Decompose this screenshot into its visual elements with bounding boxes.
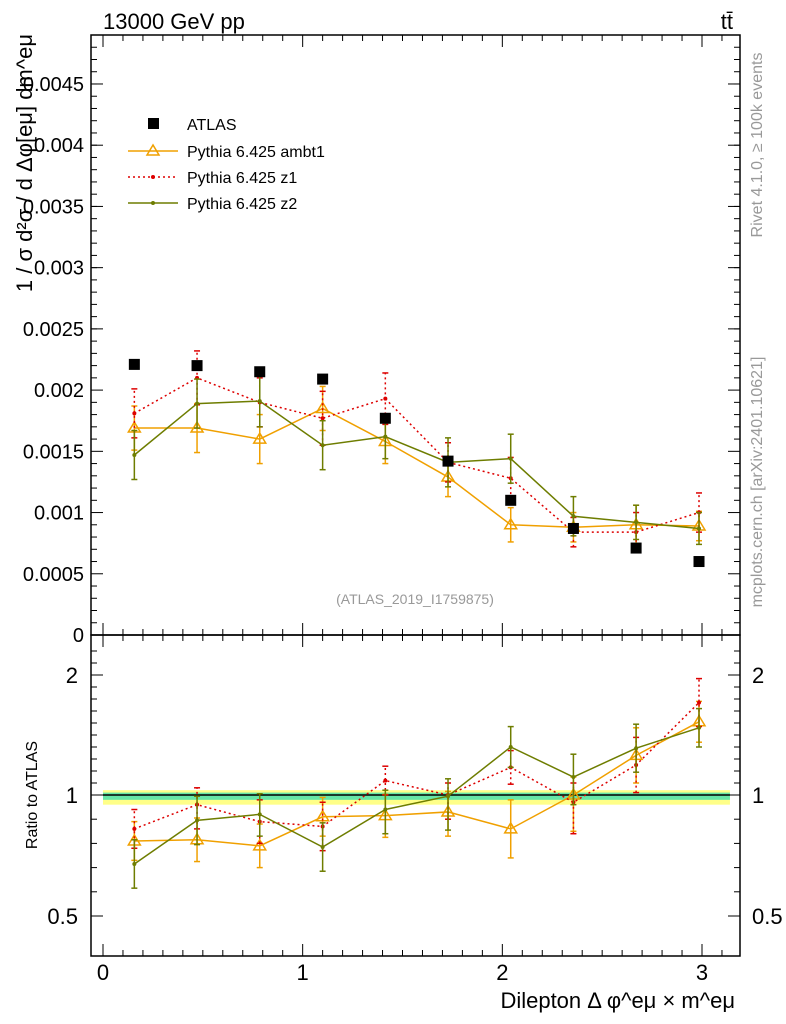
- data-point-atlas: [191, 360, 203, 372]
- ratio-ytick-label: 0.5: [47, 904, 78, 929]
- legend-z2-marker: [151, 201, 155, 205]
- data-point-atlas: [317, 373, 329, 385]
- header-right-label: tt̄: [721, 9, 733, 34]
- ratio-point-triangle: [315, 809, 330, 822]
- header-left-label: 13000 GeV pp: [103, 9, 245, 34]
- data-point-atlas: [379, 412, 391, 424]
- ratio-plot-panel: 0.5 0.5 1 1 2 2 0 1 2 3 Ratio to ATLAS Dilepton Δ…: [24, 634, 783, 1013]
- main-ytick-label: 0.0025: [23, 319, 84, 341]
- ratio-ytick-label: 1: [66, 783, 78, 808]
- legend-atlas-marker: [148, 118, 159, 129]
- legend-atlas-label: ATLAS: [187, 117, 237, 134]
- main-ytick-label: 0.001: [34, 503, 84, 525]
- ratio-ytick-label-right: 0.5: [752, 904, 783, 929]
- main-ytick-label: 0.002: [34, 380, 84, 402]
- data-point-atlas: [567, 522, 579, 534]
- ratio-point-dot: [320, 845, 325, 850]
- main-ytick-label: 0.0015: [23, 441, 84, 463]
- data-point-triangle: [189, 420, 205, 433]
- ratio-point-dot: [634, 746, 639, 751]
- main-plot-panel: 0 0.0005 0.001 0.0015 0.002 0.0025 0.003 0.0035…: [12, 34, 741, 647]
- data-point-atlas: [693, 556, 705, 568]
- ratio-axis-ticks: 0.5 0.5 1 1 2 2 0 1 2 3: [47, 635, 783, 985]
- x-tick-label: 2: [496, 960, 508, 985]
- ratio-y-axis-label: Ratio to ATLAS: [24, 741, 41, 849]
- x-axis-label: Dilepton Δ φ^eμ × m^eμ: [500, 988, 735, 1013]
- ratio-point-dot: [508, 745, 513, 749]
- data-point-dot: [508, 456, 513, 461]
- ratio-point-dot: [195, 818, 200, 823]
- main-ytick-label: 0.003: [34, 258, 84, 280]
- ratio-point-dot: [383, 778, 388, 783]
- data-point-dot: [571, 514, 576, 519]
- data-point-atlas: [505, 494, 517, 506]
- x-tick-label: 1: [297, 960, 309, 985]
- legend-z2-label: Pythia 6.425 z2: [187, 196, 297, 213]
- ratio-line-pythia-6.425-z1: [134, 702, 700, 830]
- data-point-atlas: [128, 358, 140, 370]
- ratio-line-pythia-6.425-z2: [133, 727, 700, 865]
- ratio-ytick-label-right: 2: [752, 663, 764, 688]
- legend: ATLAS Pythia 6.425 ambt1 Pythia 6.425 z1…: [128, 117, 325, 213]
- data-point-dot: [132, 411, 137, 416]
- data-point-dot: [697, 526, 702, 531]
- mcplots-label: mcplots.cern.ch [arXiv:2401.10621]: [749, 357, 766, 608]
- ratio-plot-frame: [90, 634, 741, 957]
- data-point-dot: [383, 396, 388, 401]
- series-line-pythia-6.425-z1: [133, 377, 700, 533]
- data-point-atlas: [630, 542, 642, 554]
- legend-z1-label: Pythia 6.425 z1: [187, 170, 297, 187]
- data-point-dot: [383, 434, 388, 439]
- data-point-dot: [634, 520, 639, 525]
- data-point-triangle: [315, 401, 330, 414]
- main-ytick-label: 0.004: [34, 135, 84, 157]
- data-point-dot: [132, 453, 137, 457]
- main-axis-ticks: 0 0.0005 0.001 0.0015 0.002 0.0025 0.003 0.0035…: [23, 35, 740, 647]
- x-tick-label: 0: [97, 960, 109, 985]
- ratio-point-triangle: [252, 838, 268, 851]
- legend-z1-marker: [151, 175, 155, 179]
- legend-ambt1-marker: [145, 143, 161, 156]
- analysis-watermark: (ATLAS_2019_I1759875): [336, 591, 494, 607]
- ratio-ytick-label: 2: [66, 663, 78, 688]
- main-ytick-label: 0.0035: [23, 196, 84, 218]
- series-line-pythia-6.425-ambt1: [134, 407, 700, 528]
- ratio-point-dot: [571, 775, 576, 779]
- data-point-dot: [257, 399, 262, 404]
- legend-ambt1-label: Pythia 6.425 ambt1: [187, 144, 325, 161]
- data-point-atlas: [254, 366, 266, 378]
- main-series-layer: [127, 350, 707, 568]
- ratio-point-triangle: [503, 821, 519, 834]
- ratio-point-dot: [257, 812, 262, 817]
- ratio-band-inner: [103, 792, 730, 800]
- data-point-atlas: [442, 455, 454, 467]
- ratio-point-dot: [697, 700, 702, 705]
- ratio-point-dot: [132, 826, 137, 831]
- ratio-point-dot: [697, 725, 702, 730]
- rivet-version-label: Rivet 4.1.0, ≥ 100k events: [749, 53, 766, 238]
- data-point-dot: [320, 416, 325, 421]
- main-ytick-label: 0.0045: [23, 74, 84, 96]
- ratio-series-layer: [127, 677, 707, 889]
- x-tick-label: 3: [696, 960, 708, 985]
- data-point-triangle: [252, 431, 268, 444]
- ratio-point-dot: [446, 794, 451, 799]
- ratio-ytick-label-right: 1: [752, 783, 764, 808]
- ratio-point-dot: [132, 861, 137, 866]
- data-point-triangle: [503, 517, 519, 530]
- main-ytick-label: 0: [73, 625, 84, 647]
- main-ytick-label: 0.0005: [23, 564, 84, 586]
- main-y-axis-label: 1 / σ d²σ / d Δφ[eμ] dm^eμ: [12, 34, 37, 292]
- ratio-line-pythia-6.425-ambt1: [134, 721, 700, 847]
- data-point-dot: [320, 443, 325, 448]
- data-point-dot: [195, 401, 200, 406]
- ratio-point-dot: [383, 807, 388, 812]
- series-line-pythia-6.425-z2: [133, 400, 700, 530]
